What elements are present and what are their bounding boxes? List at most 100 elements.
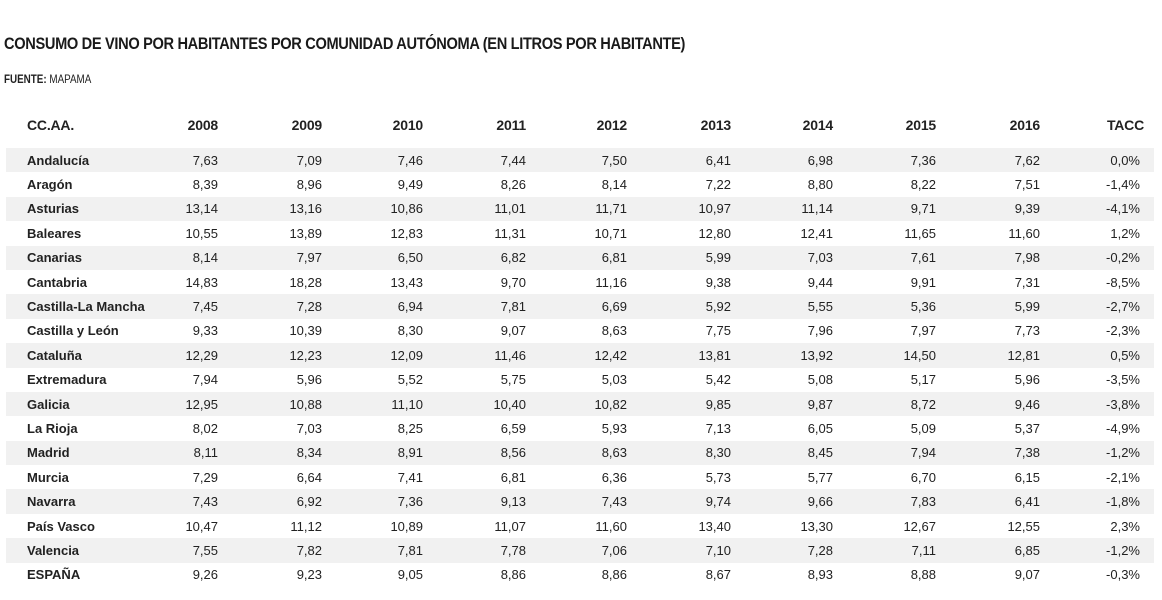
value-cell: 11,01 <box>423 196 526 222</box>
value-cell: 7,73 <box>936 318 1040 344</box>
value-cell: 6,81 <box>526 245 627 270</box>
region-name-cell: Extremadura <box>6 367 156 392</box>
page-title: Consumo de vino por habitantes por Comun… <box>4 34 686 53</box>
tacc-cell: -4,1% <box>1040 196 1154 222</box>
tacc-cell: 0,0% <box>1040 148 1154 173</box>
value-cell: 8,22 <box>833 172 936 197</box>
value-cell: 8,39 <box>156 172 218 197</box>
value-cell: 7,46 <box>322 148 423 173</box>
value-cell: 10,88 <box>218 391 322 417</box>
value-cell: 9,39 <box>936 196 1040 222</box>
value-cell: 12,80 <box>627 221 731 246</box>
value-cell: 7,50 <box>526 148 627 173</box>
value-cell: 14,50 <box>833 343 936 368</box>
value-cell: 8,56 <box>423 440 526 466</box>
value-cell: 6,05 <box>731 416 833 441</box>
value-cell: 11,14 <box>731 196 833 222</box>
value-cell: 10,55 <box>156 221 218 246</box>
region-name-cell: País Vasco <box>6 513 156 539</box>
table-row: Murcia 7,29 6,64 7,41 6,81 6,36 5,73 5,77 6,70 6,… <box>6 465 1154 490</box>
value-cell: 7,83 <box>833 489 936 514</box>
value-cell: 5,99 <box>627 245 731 270</box>
column-header: 2008 <box>187 117 219 133</box>
tacc-cell: -1,2% <box>1040 538 1154 563</box>
data-table-container: CC.AA. 2008 2009 2010 2011 2012 2013 201… <box>6 110 1154 588</box>
value-cell: 11,16 <box>526 269 627 295</box>
value-cell: 7,36 <box>322 489 423 514</box>
value-cell: 9,74 <box>627 489 731 514</box>
region-name-cell: Murcia <box>6 465 156 490</box>
value-cell: 6,82 <box>423 245 526 270</box>
value-cell: 7,03 <box>218 416 322 441</box>
tacc-cell: -2,7% <box>1040 294 1154 319</box>
column-header: 2015 <box>905 117 937 133</box>
value-cell: 7,22 <box>627 172 731 197</box>
value-cell: 11,07 <box>423 513 526 539</box>
value-cell: 8,34 <box>218 440 322 466</box>
value-cell: 8,26 <box>423 172 526 197</box>
tacc-cell: -3,5% <box>1040 367 1154 392</box>
value-cell: 10,39 <box>218 318 322 344</box>
value-cell: 7,10 <box>627 538 731 563</box>
value-cell: 9,91 <box>833 269 936 295</box>
value-cell: 12,41 <box>731 221 833 246</box>
value-cell: 5,55 <box>731 294 833 319</box>
value-cell: 6,92 <box>218 489 322 514</box>
value-cell: 6,64 <box>218 465 322 490</box>
value-cell: 12,23 <box>218 343 322 368</box>
value-cell: 9,46 <box>936 391 1040 417</box>
value-cell: 9,70 <box>423 269 526 295</box>
value-cell: 10,40 <box>423 391 526 417</box>
value-cell: 6,36 <box>526 465 627 490</box>
value-cell: 8,93 <box>731 562 833 588</box>
value-cell: 5,99 <box>936 294 1040 319</box>
value-cell: 11,12 <box>218 513 322 539</box>
value-cell: 12,42 <box>526 343 627 368</box>
region-name-cell: Asturias <box>6 196 156 222</box>
value-cell: 7,75 <box>627 318 731 344</box>
value-cell: 10,97 <box>627 196 731 222</box>
value-cell: 6,59 <box>423 416 526 441</box>
value-cell: 13,43 <box>322 269 423 295</box>
value-cell: 5,96 <box>936 367 1040 392</box>
value-cell: 13,30 <box>731 513 833 539</box>
value-cell: 13,40 <box>627 513 731 539</box>
table-row: ESPAÑA 9,26 9,23 9,05 8,86 8,86 8,67 8,93 8,88 9,… <box>6 562 1154 588</box>
column-header: 2011 <box>496 117 526 133</box>
tacc-cell: 0,5% <box>1040 343 1154 368</box>
value-cell: 12,55 <box>936 513 1040 539</box>
value-cell: 7,94 <box>156 367 218 392</box>
region-name-cell: Navarra <box>6 489 156 514</box>
value-cell: 8,02 <box>156 416 218 441</box>
value-cell: 7,81 <box>423 294 526 319</box>
region-name-cell: Galicia <box>6 391 156 417</box>
value-cell: 9,07 <box>423 318 526 344</box>
value-cell: 7,29 <box>156 465 218 490</box>
value-cell: 9,13 <box>423 489 526 514</box>
value-cell: 8,88 <box>833 562 936 588</box>
value-cell: 5,96 <box>218 367 322 392</box>
value-cell: 6,15 <box>936 465 1040 490</box>
value-cell: 8,96 <box>218 172 322 197</box>
value-cell: 5,92 <box>627 294 731 319</box>
value-cell: 9,85 <box>627 391 731 417</box>
value-cell: 5,77 <box>731 465 833 490</box>
region-name-cell: Aragón <box>6 172 156 197</box>
value-cell: 7,38 <box>936 440 1040 466</box>
column-header: 2016 <box>1009 117 1041 133</box>
value-cell: 7,06 <box>526 538 627 563</box>
value-cell: 8,14 <box>526 172 627 197</box>
value-cell: 7,28 <box>731 538 833 563</box>
table-row: Galicia 12,95 10,88 11,10 10,40 10,82 9,85 9,87… <box>6 391 1154 417</box>
value-cell: 8,72 <box>833 391 936 417</box>
value-cell: 12,09 <box>322 343 423 368</box>
value-cell: 9,23 <box>218 562 322 588</box>
value-cell: 6,94 <box>322 294 423 319</box>
value-cell: 8,80 <box>731 172 833 197</box>
value-cell: 7,97 <box>218 245 322 270</box>
table-row: Valencia 7,55 7,82 7,81 7,78 7,06 7,10 7,28 7,11… <box>6 538 1154 563</box>
column-header: CC.AA. <box>27 117 75 133</box>
value-cell: 12,81 <box>936 343 1040 368</box>
value-cell: 8,67 <box>627 562 731 588</box>
region-name-cell: Cataluña <box>6 343 156 368</box>
